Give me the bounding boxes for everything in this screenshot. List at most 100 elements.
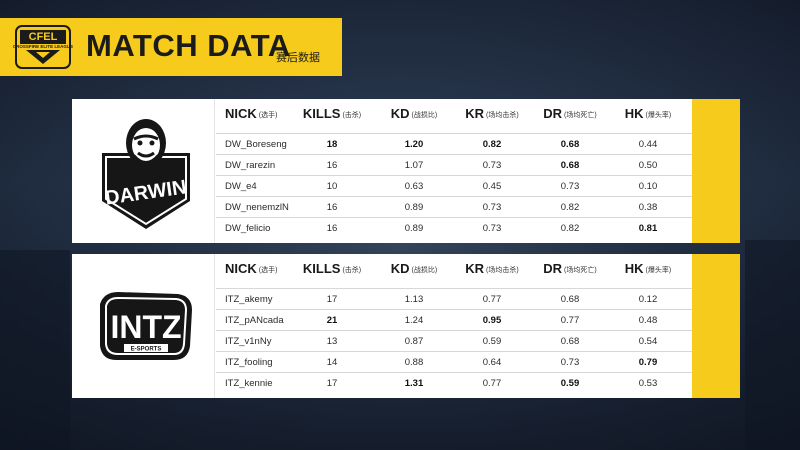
cell-kr: 0.73: [482, 202, 502, 213]
table-row: DW_nenemzlN 16 0.89 0.73 0.82 0.38: [216, 196, 692, 218]
column-header-nick: NICK (选手): [225, 105, 278, 121]
cell-dr: 0.73: [560, 357, 580, 368]
cell-nick: DW_e4: [225, 181, 257, 192]
table-row: ITZ_pANcada 21 1.24 0.95 0.77 0.48: [216, 309, 692, 331]
column-separator: [214, 254, 215, 398]
cell-kills: 14: [326, 357, 338, 368]
column-header-dr: DR (场均死亡): [543, 260, 597, 276]
column-header-hk: HK (爆头率): [624, 105, 672, 121]
cell-dr: 0.68: [560, 160, 580, 171]
cell-dr: 0.68: [560, 139, 580, 150]
cell-hk: 0.79: [638, 357, 658, 368]
intz-logo-tagline: E-SPORTS: [131, 347, 162, 353]
cell-kr: 0.77: [482, 378, 502, 389]
cell-kd: 1.13: [404, 294, 424, 305]
cell-nick: ITZ_fooling: [225, 357, 273, 368]
cfel-logo-tagline: CROSSFIRE ELITE LEAGUE: [12, 44, 74, 49]
page-subtitle: 赛后数据: [276, 52, 320, 64]
table-row: DW_rarezin 16 1.07 0.73 0.68 0.50: [216, 154, 692, 176]
cell-nick: ITZ_v1nNy: [225, 336, 272, 347]
column-header-dr: DR (场均死亡): [543, 105, 597, 121]
background-building: [745, 240, 800, 450]
intz-logo-text: INTZ: [110, 309, 181, 345]
cell-kd: 0.89: [404, 202, 424, 213]
column-header-hk: HK (爆头率): [624, 260, 672, 276]
panel-accent: [692, 254, 740, 398]
cell-kills: 13: [326, 336, 338, 347]
cell-hk: 0.53: [638, 378, 658, 389]
cell-kd: 1.24: [404, 315, 424, 326]
background-building: [0, 250, 70, 450]
cell-nick: DW_felicio: [225, 223, 271, 234]
cell-kr: 0.73: [482, 160, 502, 171]
cell-kr: 0.77: [482, 294, 502, 305]
cell-hk: 0.54: [638, 336, 658, 347]
team-panel-intz: INTZ E-SPORTS NICK (选手) KILLS (击杀) KD (战损比)…: [72, 254, 740, 398]
cell-hk: 0.44: [638, 139, 658, 150]
darwin-gorilla-logo-icon: DARWIN: [94, 109, 198, 233]
column-header-kr: KR (场均击杀): [465, 260, 519, 276]
cell-dr: 0.59: [560, 378, 580, 389]
cell-kills: 10: [326, 181, 338, 192]
cell-kd: 1.07: [404, 160, 424, 171]
cell-kd: 0.89: [404, 223, 424, 234]
cell-kills: 16: [326, 202, 338, 213]
cell-kills: 16: [326, 160, 338, 171]
cell-hk: 0.50: [638, 160, 658, 171]
table-row: ITZ_fooling 14 0.88 0.64 0.73 0.79: [216, 351, 692, 373]
cell-nick: ITZ_akemy: [225, 294, 273, 305]
column-header-kr: KR (场均击杀): [465, 105, 519, 121]
cell-hk: 0.10: [638, 181, 658, 192]
team-panel-darwin: DARWIN NICK (选手) KILLS (击杀) KD (战损比) KR (场均击…: [72, 99, 740, 243]
header-banner: CFEL CROSSFIRE ELITE LEAGUE MATCH DATA 赛…: [0, 18, 342, 76]
cell-kills: 16: [326, 223, 338, 234]
cell-nick: ITZ_kennie: [225, 378, 273, 389]
cell-kr: 0.45: [482, 181, 502, 192]
table-row: DW_Boreseng 18 1.20 0.82 0.68 0.44: [216, 133, 692, 155]
cell-dr: 0.77: [560, 315, 580, 326]
table-row: DW_felicio 16 0.89 0.73 0.82 0.81: [216, 217, 692, 239]
table-row: DW_e4 10 0.63 0.45 0.73 0.10: [216, 175, 692, 197]
cell-kd: 1.31: [404, 378, 424, 389]
cell-kills: 17: [326, 294, 338, 305]
column-separator: [214, 99, 215, 243]
column-header-kills: KILLS (击杀): [302, 105, 362, 121]
cell-nick: ITZ_pANcada: [225, 315, 284, 326]
column-header-kd: KD (战损比): [390, 260, 438, 276]
table-row: ITZ_v1nNy 13 0.87 0.59 0.68 0.54: [216, 330, 692, 352]
cfel-logo-text: CFEL: [28, 31, 58, 43]
cell-hk: 0.38: [638, 202, 658, 213]
cell-dr: 0.68: [560, 336, 580, 347]
intz-esports-logo-icon: INTZ E-SPORTS: [94, 264, 198, 388]
table-row: ITZ_akemy 17 1.13 0.77 0.68 0.12: [216, 288, 692, 310]
cell-kills: 21: [326, 315, 338, 326]
cell-kr: 0.59: [482, 336, 502, 347]
panel-accent: [692, 99, 740, 243]
cell-dr: 0.82: [560, 202, 580, 213]
cell-kr: 0.82: [482, 139, 502, 150]
cell-dr: 0.68: [560, 294, 580, 305]
column-header-kills: KILLS (击杀): [302, 260, 362, 276]
cell-kills: 18: [326, 139, 338, 150]
cell-dr: 0.73: [560, 181, 580, 192]
cell-nick: DW_nenemzlN: [225, 202, 289, 213]
cell-kr: 0.73: [482, 223, 502, 234]
page-title: MATCH DATA: [86, 28, 291, 63]
cell-nick: DW_Boreseng: [225, 139, 287, 150]
cell-kd: 1.20: [404, 139, 424, 150]
cell-kr: 0.64: [482, 357, 502, 368]
cell-kr: 0.95: [482, 315, 502, 326]
cell-kills: 17: [326, 378, 338, 389]
cfel-logo-icon: CFEL CROSSFIRE ELITE LEAGUE: [12, 24, 74, 70]
cell-kd: 0.87: [404, 336, 424, 347]
cell-hk: 0.12: [638, 294, 658, 305]
cell-kd: 0.63: [404, 181, 424, 192]
cell-hk: 0.48: [638, 315, 658, 326]
cell-dr: 0.82: [560, 223, 580, 234]
cell-nick: DW_rarezin: [225, 160, 276, 171]
column-header-kd: KD (战损比): [390, 105, 438, 121]
table-row: ITZ_kennie 17 1.31 0.77 0.59 0.53: [216, 372, 692, 394]
cell-kd: 0.88: [404, 357, 424, 368]
column-header-nick: NICK (选手): [225, 260, 278, 276]
cell-hk: 0.81: [638, 223, 658, 234]
